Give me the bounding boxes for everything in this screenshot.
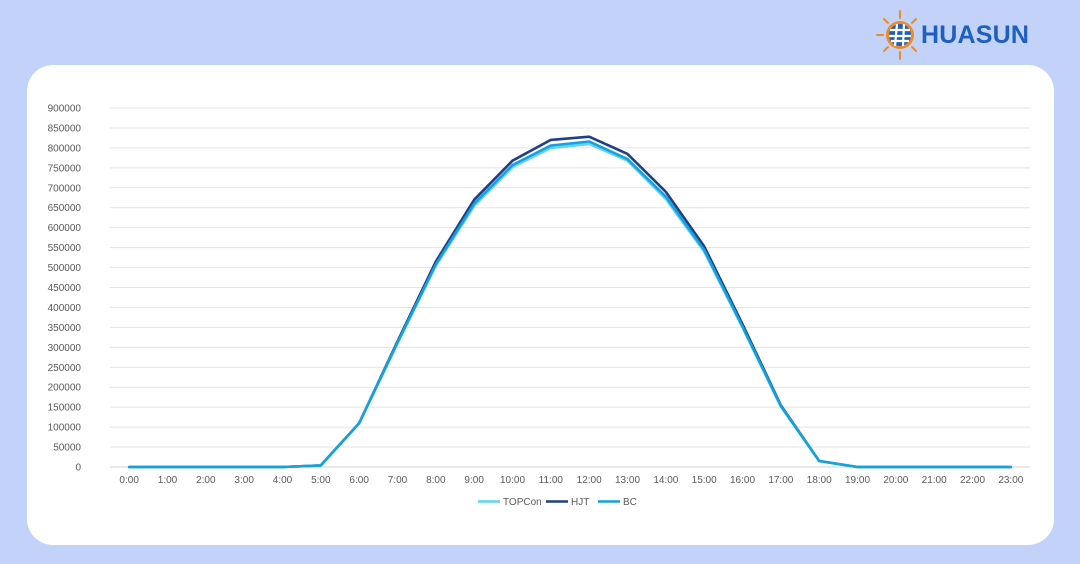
legend: TOPCon HJT BC <box>478 497 637 508</box>
y-tick-label: 250000 <box>48 363 82 374</box>
y-tick-label: 550000 <box>48 243 82 254</box>
y-tick-label: 50000 <box>53 443 81 454</box>
y-tick-label: 400000 <box>48 303 82 314</box>
legend-label-hjt: HJT <box>571 497 589 508</box>
y-tick-label: 500000 <box>48 263 82 274</box>
x-tick-label: 17:00 <box>768 475 793 486</box>
legend-label-topcon: TOPCon <box>503 497 542 508</box>
x-tick-label: 21:00 <box>922 475 947 486</box>
y-tick-label: 150000 <box>48 403 82 414</box>
line-chart: 0 50000 100000 150000 200000 250000 300000 3500… <box>48 104 1030 508</box>
x-tick-label: 12:00 <box>577 475 602 486</box>
series-lines <box>127 135 1013 469</box>
brand-name: HUASUN <box>921 20 1030 49</box>
x-tick-label: 8:00 <box>426 475 446 486</box>
series-line-topcon <box>127 142 1013 469</box>
x-tick-label: 5:00 <box>311 475 331 486</box>
legend-label-bc: BC <box>623 497 637 508</box>
x-tick-label: 3:00 <box>234 475 254 486</box>
y-tick-label: 850000 <box>48 123 82 134</box>
x-axis-ticks: 0:00 1:00 2:00 3:00 4:00 5:00 6:00 7:00 8:00 9:00… <box>119 475 1023 486</box>
y-tick-label: 200000 <box>48 383 82 394</box>
x-tick-label: 15:00 <box>692 475 717 486</box>
series-line-hjt <box>127 135 1013 469</box>
x-tick-label: 0:00 <box>119 475 139 486</box>
y-tick-label: 600000 <box>48 223 82 234</box>
y-tick-label: 100000 <box>48 423 82 434</box>
x-tick-label: 20:00 <box>883 475 908 486</box>
x-tick-label: 13:00 <box>615 475 640 486</box>
sun-globe-icon <box>876 10 917 60</box>
y-tick-label: 650000 <box>48 203 82 214</box>
y-tick-label: 800000 <box>48 143 82 154</box>
y-axis-ticks: 0 50000 100000 150000 200000 250000 300000 3500… <box>48 104 82 474</box>
x-tick-label: 9:00 <box>464 475 484 486</box>
x-tick-label: 22:00 <box>960 475 985 486</box>
y-tick-label: 450000 <box>48 283 82 294</box>
y-tick-label: 0 <box>75 463 81 474</box>
x-tick-label: 6:00 <box>349 475 369 486</box>
series-line-bc <box>127 140 1013 469</box>
gridlines <box>110 107 1030 468</box>
x-tick-label: 16:00 <box>730 475 755 486</box>
x-tick-label: 1:00 <box>158 475 178 486</box>
y-tick-label: 350000 <box>48 323 82 334</box>
x-tick-label: 18:00 <box>807 475 832 486</box>
x-tick-label: 11:00 <box>539 475 564 486</box>
y-tick-label: 700000 <box>48 183 82 194</box>
x-tick-label: 10:00 <box>500 475 525 486</box>
x-tick-label: 23:00 <box>998 475 1023 486</box>
x-tick-label: 4:00 <box>273 475 293 486</box>
huasun-logo: HUASUN <box>873 9 1029 61</box>
x-tick-label: 19:00 <box>845 475 870 486</box>
y-tick-label: 750000 <box>48 163 82 174</box>
x-tick-label: 2:00 <box>196 475 216 486</box>
y-tick-label: 300000 <box>48 343 82 354</box>
chart-card: 0 50000 100000 150000 200000 250000 300000 3500… <box>27 65 1054 545</box>
x-tick-label: 7:00 <box>388 475 408 486</box>
x-tick-label: 14:00 <box>653 475 678 486</box>
y-tick-label: 900000 <box>48 104 82 115</box>
